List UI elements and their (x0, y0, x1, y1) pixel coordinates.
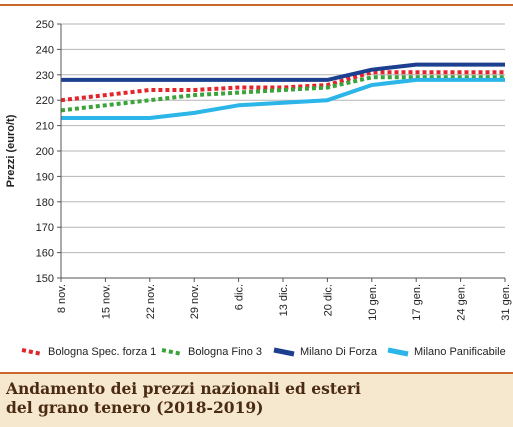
y-tick-label: 200 (36, 146, 54, 158)
legend: Bologna Spec. forza 1 Bologna Fino 3 Milan… (21, 346, 506, 358)
line-chart: 150 160 170 180 190 200 210 220 230 240 250 8 nov.… (5, 19, 512, 358)
x-tick-label: 31 gen. (500, 284, 512, 321)
chart-caption: Andamento dei prezzi nazionali ed esteri… (0, 372, 513, 427)
series-line-4 (61, 77, 505, 120)
gridlines (61, 23, 505, 254)
y-axis-ticks: 150 160 170 180 190 200 210 220 230 240 250 (36, 19, 61, 285)
x-tick-label: 6 dic. (234, 284, 246, 310)
x-axis-ticks: 8 nov. 15 nov. 22 nov. 29 nov. 6 dic. 13 dic.… (56, 278, 512, 321)
x-tick-label: 20 dic. (322, 284, 334, 316)
y-tick-label: 170 (36, 222, 54, 234)
series-lines (60, 62, 505, 120)
legend-label: Milano Di Forza (300, 346, 378, 358)
y-tick-label: 230 (36, 70, 54, 82)
series-line-1 (60, 70, 505, 103)
y-tick-label: 210 (36, 121, 54, 133)
y-tick-label: 160 (36, 248, 54, 260)
legend-swatch (161, 348, 183, 356)
x-tick-label: 17 gen. (411, 284, 423, 321)
x-tick-label: 22 nov. (145, 284, 157, 319)
x-tick-label: 29 nov. (189, 284, 201, 319)
top-rule (0, 4, 513, 6)
x-tick-label: 24 gen. (456, 284, 468, 321)
y-tick-label: 240 (36, 44, 54, 56)
y-tick-label: 150 (36, 273, 54, 285)
legend-label: Bologna Fino 3 (188, 346, 262, 358)
series-line-3 (61, 62, 505, 82)
chart-title: Andamento dei prezzi nazionali ed esteri… (6, 379, 361, 417)
legend-label: Milano Panificabile (414, 346, 506, 358)
y-tick-label: 190 (36, 171, 54, 183)
legend-swatch (273, 347, 295, 357)
y-axis-label: Prezzi (euro/t) (5, 114, 17, 187)
series-line-2 (60, 75, 505, 113)
y-tick-label: 220 (36, 95, 54, 107)
x-tick-label: 15 nov. (100, 284, 112, 319)
y-tick-label: 250 (36, 19, 54, 31)
x-tick-label: 10 gen. (367, 284, 379, 321)
x-tick-label: 8 nov. (56, 284, 68, 313)
legend-label: Bologna Spec. forza 1 (48, 346, 156, 358)
y-tick-label: 180 (36, 197, 54, 209)
legend-swatch (21, 348, 43, 356)
x-tick-label: 13 dic. (278, 284, 290, 316)
legend-swatch (387, 347, 409, 357)
